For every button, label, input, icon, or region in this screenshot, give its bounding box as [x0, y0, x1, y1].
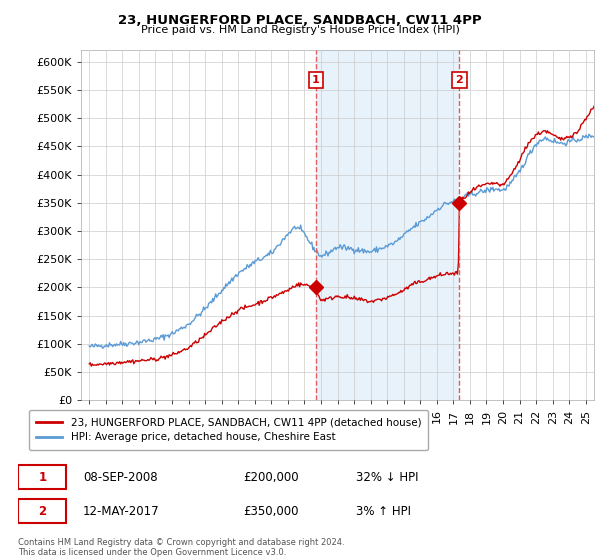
Text: £200,000: £200,000 — [244, 471, 299, 484]
FancyBboxPatch shape — [18, 500, 66, 524]
Text: 1: 1 — [38, 471, 46, 484]
Bar — [316, 50, 459, 400]
FancyBboxPatch shape — [18, 465, 66, 489]
Text: Contains HM Land Registry data © Crown copyright and database right 2024.
This d: Contains HM Land Registry data © Crown c… — [18, 538, 344, 557]
Text: 2: 2 — [38, 505, 46, 518]
Text: 08-SEP-2008: 08-SEP-2008 — [83, 471, 157, 484]
Text: 12-MAY-2017: 12-MAY-2017 — [83, 505, 160, 518]
Text: Price paid vs. HM Land Registry's House Price Index (HPI): Price paid vs. HM Land Registry's House … — [140, 25, 460, 35]
Text: 23, HUNGERFORD PLACE, SANDBACH, CW11 4PP: 23, HUNGERFORD PLACE, SANDBACH, CW11 4PP — [118, 14, 482, 27]
Text: 32% ↓ HPI: 32% ↓ HPI — [356, 471, 419, 484]
Text: 1: 1 — [312, 75, 320, 85]
Text: 3% ↑ HPI: 3% ↑ HPI — [356, 505, 412, 518]
Text: 2: 2 — [455, 75, 463, 85]
Legend: 23, HUNGERFORD PLACE, SANDBACH, CW11 4PP (detached house), HPI: Average price, d: 23, HUNGERFORD PLACE, SANDBACH, CW11 4PP… — [29, 410, 428, 450]
Text: £350,000: £350,000 — [244, 505, 299, 518]
